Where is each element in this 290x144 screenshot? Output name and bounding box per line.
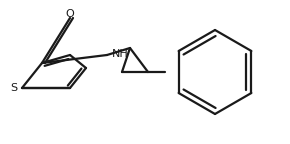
Text: O: O	[66, 9, 74, 19]
Text: S: S	[10, 83, 18, 93]
Text: NH: NH	[112, 49, 129, 59]
